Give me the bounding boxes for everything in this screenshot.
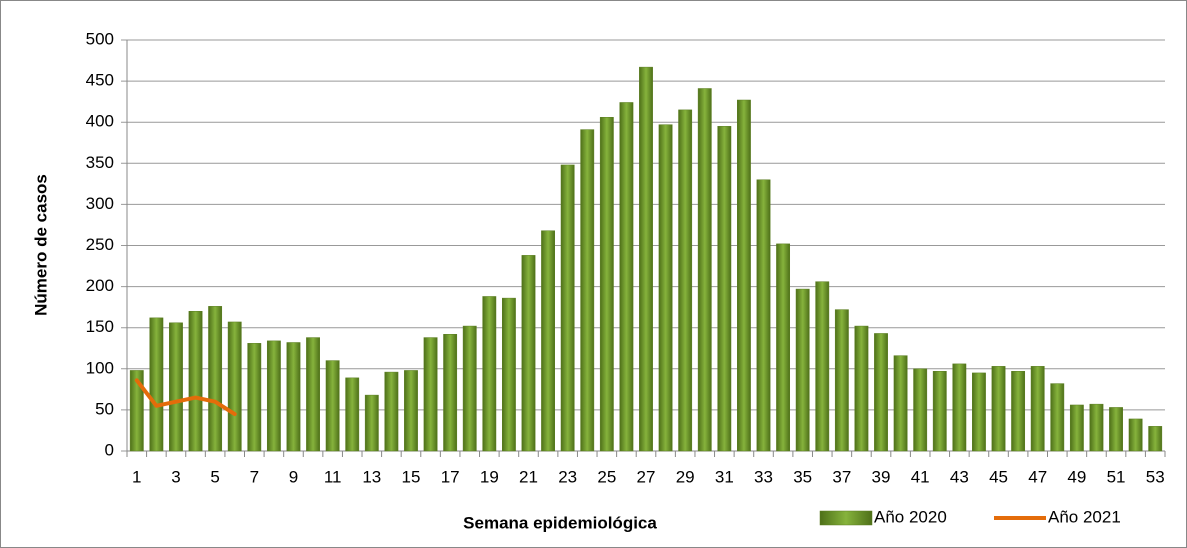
x-tick-label: 47	[1028, 467, 1047, 486]
bar	[697, 88, 712, 452]
x-axis-title: Semana epidemiológica	[463, 513, 657, 532]
bar	[227, 321, 242, 452]
bar	[423, 337, 438, 452]
bar	[678, 109, 693, 452]
x-tick-label: 41	[911, 467, 930, 486]
bar	[364, 394, 379, 452]
bar	[188, 311, 203, 452]
x-tick-label: 17	[441, 467, 460, 486]
y-tick-label: 100	[86, 358, 114, 377]
bar	[952, 363, 967, 452]
bar	[854, 325, 869, 452]
bar	[1128, 418, 1143, 452]
bar	[972, 372, 986, 452]
bar	[521, 255, 536, 452]
bar	[1011, 371, 1026, 452]
bar	[325, 360, 340, 452]
x-tick-label: 53	[1146, 467, 1165, 486]
bar	[266, 340, 281, 452]
bar	[541, 230, 555, 452]
y-tick-label: 450	[86, 71, 114, 90]
bar	[580, 129, 595, 452]
bar	[208, 306, 223, 452]
bar	[1089, 403, 1104, 452]
bar	[169, 322, 183, 452]
bar	[737, 99, 751, 452]
x-tick-label: 21	[519, 467, 538, 486]
bar	[345, 377, 360, 452]
bar	[1050, 383, 1065, 452]
bar	[913, 368, 928, 452]
x-tick-label: 15	[402, 467, 421, 486]
x-tick-label: 43	[950, 467, 969, 486]
bar	[149, 317, 164, 452]
bar	[874, 333, 888, 452]
y-tick-label: 200	[86, 276, 114, 295]
y-tick-label: 0	[105, 440, 114, 459]
x-tick-label: 9	[289, 467, 298, 486]
x-tick-label: 5	[210, 467, 219, 486]
x-tick-label: 7	[250, 467, 259, 486]
y-axis-title: Número de casos	[31, 174, 50, 316]
x-tick-label: 35	[793, 467, 812, 486]
x-tick-label: 25	[597, 467, 616, 486]
bar	[599, 117, 614, 452]
bar	[1069, 404, 1084, 452]
legend-label: Año 2021	[1048, 507, 1121, 526]
y-tick-label: 300	[86, 194, 114, 213]
x-tick-label: 31	[715, 467, 734, 486]
bar	[1030, 366, 1045, 452]
x-tick-label: 45	[989, 467, 1008, 486]
x-tick-label: 13	[362, 467, 381, 486]
bar	[501, 297, 516, 452]
x-tick-label: 27	[637, 467, 656, 486]
x-tick-label: 3	[171, 467, 180, 486]
y-tick-label: 500	[86, 29, 114, 48]
bar	[1109, 407, 1123, 452]
y-tick-label: 50	[95, 399, 114, 418]
bar	[658, 124, 673, 452]
bar	[932, 371, 947, 452]
bar	[717, 126, 732, 452]
line	[134, 378, 237, 417]
x-tick-label: 33	[754, 467, 773, 486]
bar	[639, 66, 653, 452]
bar	[795, 288, 810, 452]
bar	[384, 371, 399, 452]
legend-swatch	[819, 510, 873, 526]
bar	[991, 366, 1006, 452]
y-tick-label: 350	[86, 153, 114, 172]
bar	[129, 370, 144, 452]
bar	[834, 309, 849, 452]
x-tick-label: 37	[832, 467, 851, 486]
y-tick-label: 150	[86, 317, 114, 336]
x-tick-label: 1	[132, 467, 141, 486]
y-tick-label: 400	[86, 112, 114, 131]
y-tick-label: 250	[86, 235, 114, 254]
bar	[776, 243, 791, 452]
bar	[443, 334, 458, 452]
legend-label: Año 2020	[874, 507, 947, 526]
bar	[1148, 426, 1163, 452]
bar	[619, 102, 634, 452]
x-tick-label: 23	[558, 467, 577, 486]
x-tick-label: 51	[1107, 467, 1126, 486]
bar	[247, 343, 262, 452]
bar	[893, 355, 908, 452]
x-tick-label: 49	[1067, 467, 1086, 486]
bar	[815, 281, 830, 452]
x-tick-label: 29	[676, 467, 695, 486]
bar	[286, 342, 301, 452]
x-tick-label: 39	[872, 467, 891, 486]
bar	[404, 370, 418, 452]
x-tick-label: 11	[324, 467, 342, 486]
bar	[306, 337, 320, 452]
bar	[482, 296, 497, 452]
bar	[756, 179, 771, 452]
bar	[462, 325, 477, 452]
bar	[560, 164, 575, 452]
x-tick-label: 19	[480, 467, 499, 486]
